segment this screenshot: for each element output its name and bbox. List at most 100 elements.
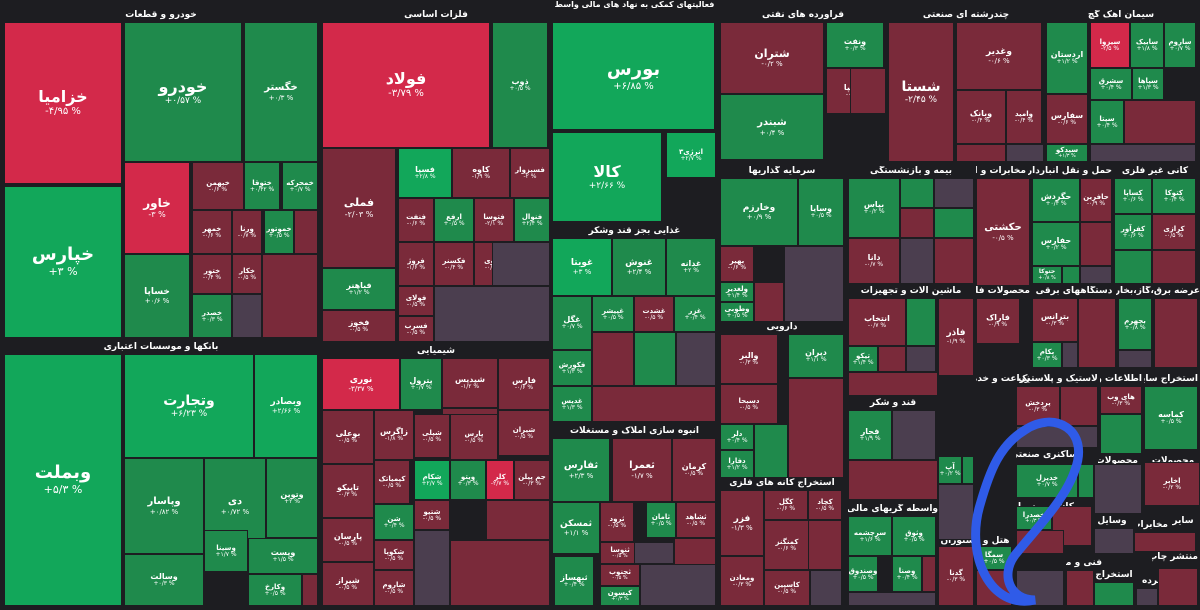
stock-tile-unlabeled[interactable] <box>848 460 938 500</box>
stock-tile-unlabeled[interactable] <box>1118 350 1152 368</box>
stock-tile[interactable]: سرچشمه +۱/۶ % <box>848 516 892 556</box>
stock-tile-unlabeled[interactable] <box>634 542 674 564</box>
stock-tile[interactable]: فجار +۱/۹ % <box>848 410 892 460</box>
stock-tile[interactable]: شستا -۲/۴۵ % <box>888 22 954 162</box>
stock-tile-unlabeled[interactable] <box>878 346 906 372</box>
stock-tile-unlabeled[interactable] <box>1114 250 1152 284</box>
stock-tile[interactable]: اردستان +۱/۲ % <box>1046 22 1088 94</box>
stock-tile[interactable]: حتوکا +۰/۸ % <box>1032 266 1062 284</box>
stock-tile-unlabeled[interactable] <box>754 424 788 478</box>
stock-tile[interactable]: شپدیس -۱/۲ % <box>442 358 498 408</box>
stock-tile[interactable]: کیمیاتک -۰/۵ % <box>374 460 410 504</box>
stock-tile[interactable]: تاپیکو -۰/۳ % <box>322 464 374 518</box>
stock-tile[interactable]: وکارخ +۰/۵ % <box>248 574 302 606</box>
stock-tile[interactable]: خصدر +۰/۳ % <box>192 294 232 338</box>
stock-tile[interactable]: غدانه +۲ % <box>666 238 716 296</box>
stock-tile[interactable]: شن +۰/۴ % <box>374 504 414 540</box>
stock-tile[interactable]: بترانس -۰/۳ % <box>1032 298 1078 342</box>
stock-tile[interactable]: سفارس -۰/۶ % <box>1046 94 1088 144</box>
stock-tile[interactable]: شکام +۲/۷ % <box>414 460 450 500</box>
stock-tile[interactable]: ویست +۱/۵ % <box>248 538 318 574</box>
stock-tile-unlabeled[interactable] <box>850 68 886 114</box>
stock-tile[interactable]: فروژ -۱/۶ % <box>398 242 434 286</box>
stock-tile[interactable]: انرژی۳ +۲/۷ % <box>666 132 716 178</box>
stock-tile[interactable]: فسرب -۰/۵ % <box>398 316 434 342</box>
stock-tile[interactable]: ثنوسا -۰/۵ % <box>600 542 640 564</box>
stock-tile[interactable]: شکوپا -۰/۵ % <box>374 540 414 570</box>
stock-tile[interactable]: ثعمرا -۱/۷ % <box>612 438 672 502</box>
stock-tile[interactable]: گدنا -۰/۳ % <box>938 546 974 606</box>
stock-tile[interactable]: وبانک -۰/۴ % <box>956 90 1006 144</box>
stock-tile[interactable]: فسپا +۲/۸ % <box>398 148 452 198</box>
stock-tile[interactable]: فولاد -۳/۷۹ % <box>322 22 490 148</box>
stock-tile-unlabeled[interactable] <box>848 372 938 396</box>
stock-tile-unlabeled[interactable] <box>1158 568 1198 606</box>
stock-tile-unlabeled[interactable] <box>1154 298 1198 368</box>
stock-tile[interactable]: ارفع +۰/۵ % <box>434 198 474 242</box>
stock-tile[interactable]: ولغدیر +۱/۴ % <box>720 282 754 302</box>
stock-tile[interactable]: کرازی -۰/۵ % <box>1152 214 1196 250</box>
stock-tile[interactable]: فباهنر +۱/۲ % <box>322 268 396 310</box>
stock-tile[interactable]: جم پیلن -۰/۳ % <box>514 460 550 500</box>
stock-tile[interactable]: فارس -۰/۶ % <box>498 358 550 410</box>
stock-tile[interactable]: بهیر -۰/۶ % <box>720 246 754 282</box>
stock-tile-unlabeled[interactable] <box>592 386 716 422</box>
stock-tile-unlabeled[interactable] <box>232 294 262 338</box>
stock-tile[interactable]: غویتا +۳ % <box>552 238 612 296</box>
stock-tile[interactable]: وپاسار +۰/۸۲ % <box>124 458 204 554</box>
stock-tile-unlabeled[interactable] <box>788 378 844 478</box>
stock-tile[interactable]: وغدیر -۰/۶ % <box>956 22 1042 90</box>
stock-tile[interactable]: خساپا +۰/۶ % <box>124 254 190 338</box>
stock-tile-unlabeled[interactable] <box>1006 144 1044 162</box>
stock-tile[interactable]: شاروم -۰/۵ % <box>374 570 414 606</box>
stock-tile[interactable]: کفرآور +۰/۶ % <box>1114 214 1152 250</box>
stock-tile[interactable]: سپاها +۱/۳ % <box>1132 68 1164 100</box>
stock-tile-unlabeled[interactable] <box>1100 414 1142 454</box>
stock-tile[interactable]: شیراز -۰/۵ % <box>322 562 374 606</box>
stock-tile-unlabeled[interactable] <box>810 570 842 606</box>
stock-tile[interactable]: فکورش +۱/۳ % <box>552 350 592 386</box>
stock-tile[interactable]: نوری -۳/۳۷ % <box>322 358 400 410</box>
stock-tile-unlabeled[interactable] <box>1060 386 1098 426</box>
stock-tile-unlabeled[interactable] <box>1152 250 1196 284</box>
stock-tile-unlabeled[interactable] <box>262 254 318 338</box>
stock-tile[interactable]: فاراک -۰/۹ % <box>976 298 1020 344</box>
stock-tile[interactable]: دانا -۰/۷ % <box>848 238 900 284</box>
stock-tile[interactable]: ثجنوب -۰/۵ % <box>600 564 640 586</box>
stock-tile[interactable]: دیران +۱/۱ % <box>788 334 844 378</box>
stock-tile[interactable]: کتوکا +۰/۴ % <box>1152 178 1196 214</box>
stock-tile[interactable]: بورس +۶/۸۵ % <box>552 22 715 130</box>
stock-tile-unlabeled[interactable] <box>906 298 936 346</box>
stock-tile[interactable]: کساپا +۰/۶ % <box>1114 178 1152 214</box>
stock-tile[interactable]: غگل +۰/۷ % <box>552 296 592 350</box>
stock-tile-unlabeled[interactable] <box>934 178 974 208</box>
stock-tile[interactable]: وسالت +۰/۳ % <box>124 554 204 606</box>
stock-tile[interactable]: خاور -۳ % <box>124 162 190 254</box>
stock-tile-unlabeled[interactable] <box>956 144 1006 162</box>
stock-tile[interactable]: سمگا +۰/۵ % <box>976 546 1012 570</box>
stock-tile[interactable]: ختور -۰/۴ % <box>192 254 232 294</box>
stock-tile[interactable]: وتجارت +۶/۲۳ % <box>124 354 254 458</box>
stock-tile[interactable]: کلر -۲/۷ % <box>486 460 514 500</box>
stock-tile[interactable]: سشرق +۰/۴ % <box>1090 68 1132 100</box>
stock-tile[interactable]: های وب -۰/۳ % <box>1100 386 1142 414</box>
stock-tile[interactable]: ویتو +۰/۳ % <box>450 460 486 500</box>
stock-tile[interactable]: بوعلی -۰/۵ % <box>322 410 374 464</box>
stock-tile-unlabeled[interactable] <box>1090 144 1196 162</box>
stock-tile[interactable]: ساروم +۰/۷ % <box>1164 22 1196 68</box>
stock-tile-unlabeled[interactable] <box>414 530 450 606</box>
stock-tile[interactable]: حفارس +۰/۲ % <box>1032 222 1080 266</box>
stock-tile[interactable]: زاگرس -۱/۸ % <box>374 410 414 460</box>
stock-tile-unlabeled[interactable] <box>1080 222 1112 266</box>
stock-tile[interactable]: خزامیا -۴/۹۵ % <box>4 22 122 184</box>
stock-tile-unlabeled[interactable] <box>888 162 924 164</box>
stock-tile-unlabeled[interactable] <box>754 282 784 322</box>
stock-tile[interactable]: ثامان +۰/۵ % <box>646 502 676 538</box>
stock-tile[interactable]: ثمسکن +۱/۱ % <box>552 502 600 554</box>
stock-tile-unlabeled[interactable] <box>962 456 974 484</box>
stock-tile-unlabeled[interactable] <box>1016 570 1064 606</box>
stock-tile[interactable]: تیکو +۱/۴ % <box>848 346 878 372</box>
stock-tile-unlabeled[interactable] <box>808 520 842 570</box>
stock-tile[interactable]: سیتا +۰/۴ % <box>1090 100 1124 144</box>
stock-tile[interactable]: کرمان -۰/۵ % <box>672 438 716 502</box>
